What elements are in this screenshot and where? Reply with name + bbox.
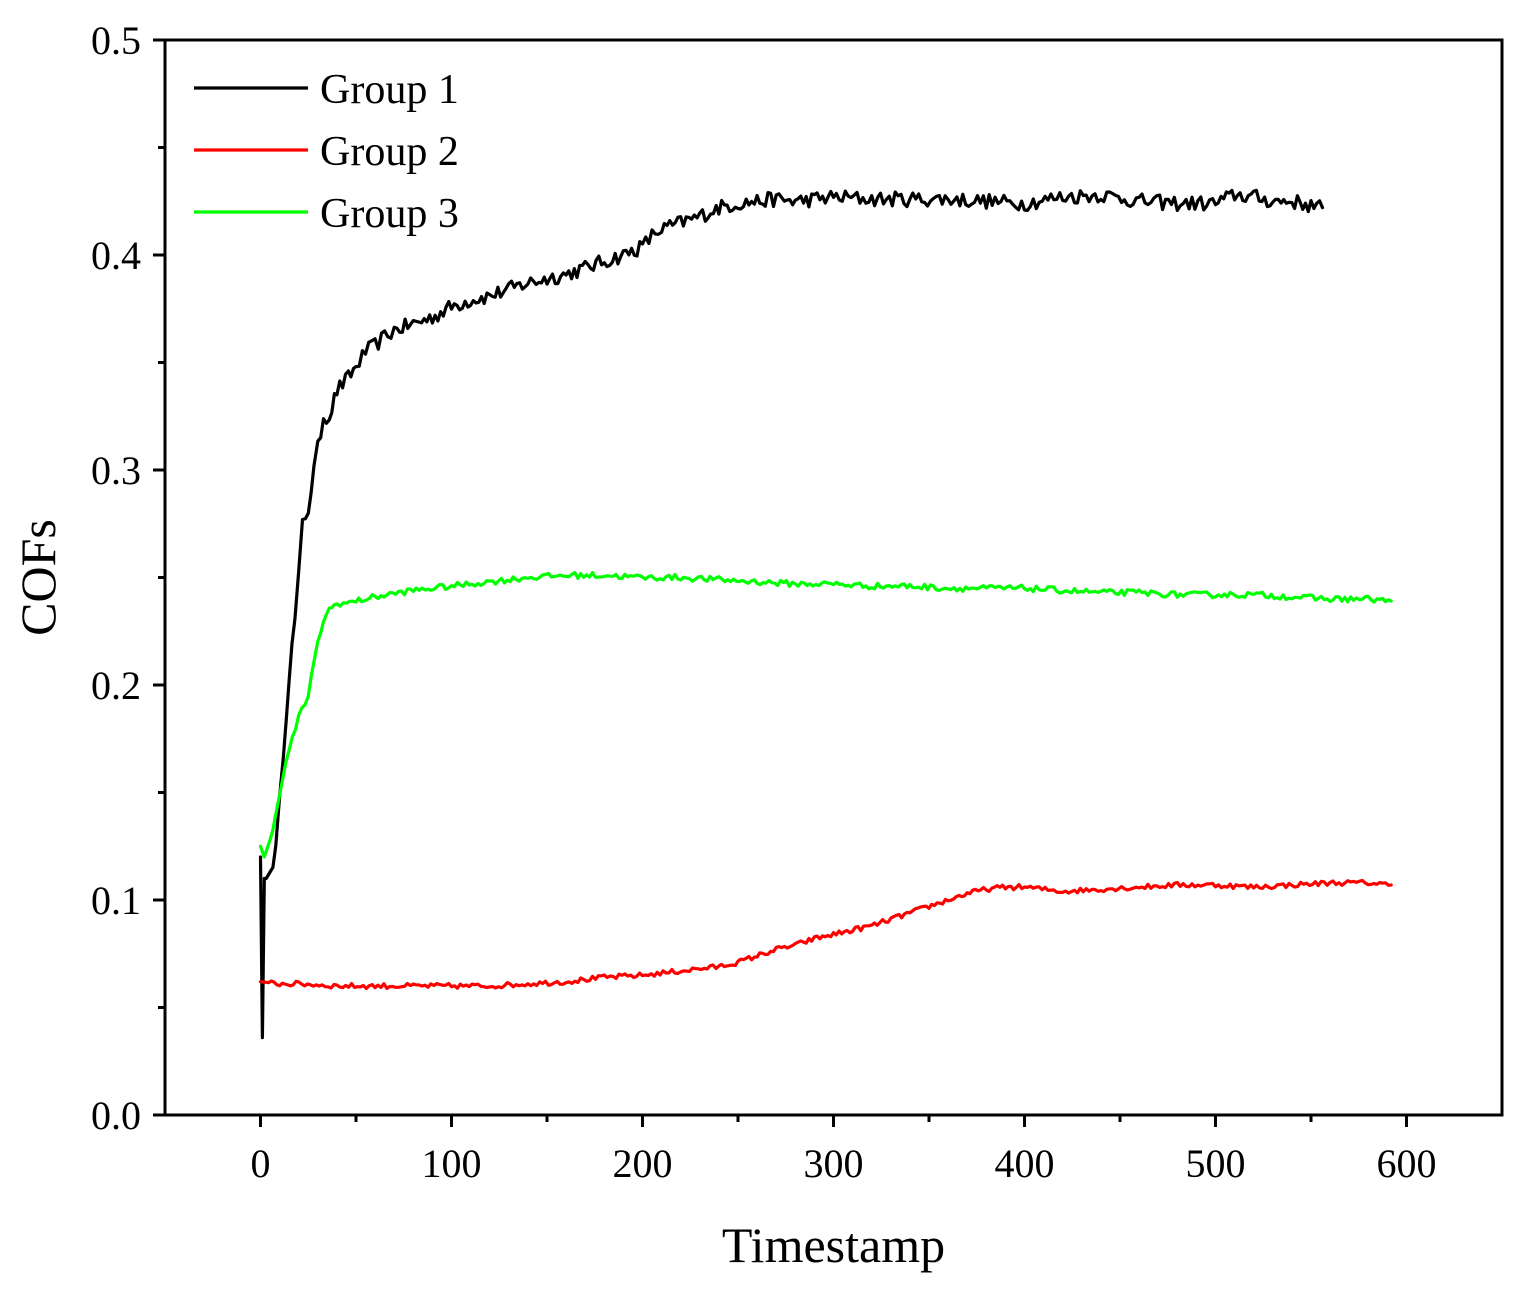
- y-tick-label: 0.2: [91, 663, 141, 708]
- series-layer: [258, 188, 1393, 1040]
- legend: Group 1 Group 2 Group 3: [194, 67, 459, 237]
- x-tick-label: 100: [422, 1141, 482, 1186]
- series-line-group-2: [258, 878, 1393, 991]
- x-tick-label: 400: [995, 1141, 1055, 1186]
- y-tick-label: 0.3: [91, 448, 141, 493]
- y-tick-label: 0.4: [91, 233, 141, 278]
- x-tick-label: 500: [1186, 1141, 1246, 1186]
- y-tick-label: 0.0: [91, 1093, 141, 1138]
- x-tick-label: 300: [804, 1141, 864, 1186]
- y-axis-title: COFs: [10, 519, 66, 636]
- legend-label-group-3: Group 3: [320, 191, 459, 237]
- y-tick-label: 0.1: [91, 878, 141, 923]
- series-line-group-1: [258, 188, 1325, 1040]
- x-axis-title: Timestamp: [722, 1217, 945, 1273]
- legend-label-group-2: Group 2: [320, 129, 459, 175]
- tick-layer: 0 100 200 300 400 500 600 0.0 0.1 0.2 0.3 0.4 0.5: [91, 18, 1437, 1186]
- series-line-group-3: [258, 571, 1393, 859]
- x-tick-label: 600: [1377, 1141, 1437, 1186]
- x-tick-label: 0: [251, 1141, 271, 1186]
- x-tick-label: 200: [613, 1141, 673, 1186]
- legend-label-group-1: Group 1: [320, 67, 459, 113]
- y-tick-label: 0.5: [91, 18, 141, 63]
